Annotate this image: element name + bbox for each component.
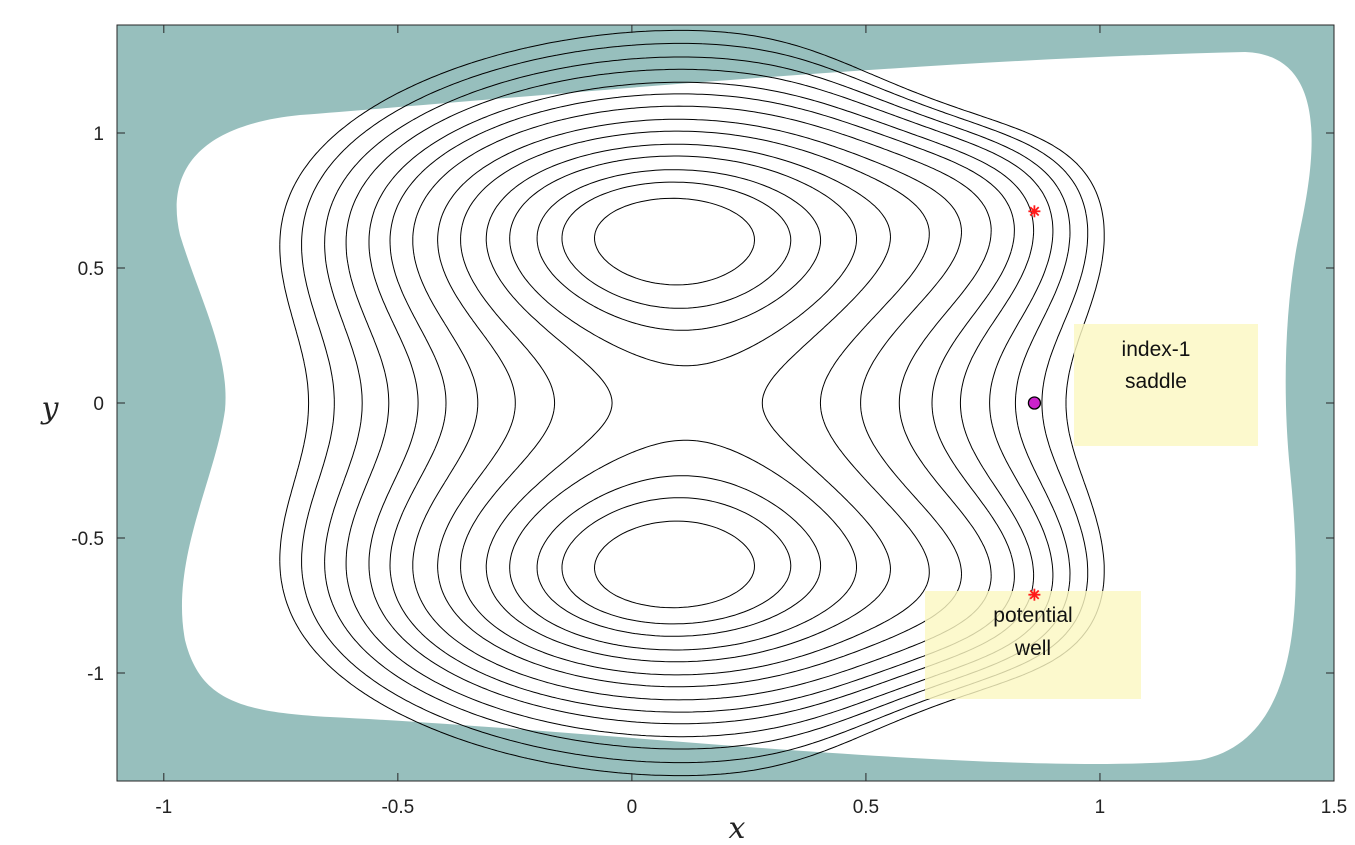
x-tick-label: 0 bbox=[627, 797, 638, 818]
minimum-marker-stroke bbox=[1029, 589, 1040, 600]
saddle-marker bbox=[1027, 396, 1042, 410]
x-tick-label: 0.5 bbox=[853, 797, 879, 818]
y-tick-label: 1 bbox=[93, 124, 104, 145]
contour-line-9 bbox=[460, 130, 930, 676]
x-axis-label: x bbox=[729, 811, 746, 845]
y-tick-label: -0.5 bbox=[71, 529, 104, 550]
x-tick-label: -0.5 bbox=[381, 797, 414, 818]
axis-ticks: -1 -0.5 0 0.5 1 1.5 -1 -0.5 0 0.5 1 bbox=[71, 25, 1347, 818]
annotation-saddle-line-1: index-1 bbox=[1122, 338, 1191, 361]
contour-line-10 bbox=[437, 118, 962, 688]
contour-line-4 bbox=[594, 197, 755, 609]
annotation-saddle: index-1 saddle bbox=[1074, 324, 1258, 446]
y-tick-label: 0 bbox=[93, 394, 104, 415]
minimum-marker-2 bbox=[1028, 588, 1041, 601]
annotation-well: potential well bbox=[925, 591, 1141, 699]
minimum-marker-1 bbox=[1028, 205, 1041, 218]
contour-line-13 bbox=[368, 81, 1035, 725]
annotation-saddle-line-2: saddle bbox=[1125, 370, 1187, 393]
y-axis-label: y bbox=[40, 391, 60, 426]
annotation-well-line-1: potential bbox=[993, 604, 1072, 627]
x-tick-label: 1 bbox=[1095, 797, 1106, 818]
contour-lines bbox=[279, 29, 1105, 777]
contour-line-8 bbox=[485, 143, 891, 663]
annotation-saddle-box bbox=[1074, 324, 1258, 446]
y-tick-label: -1 bbox=[87, 664, 104, 685]
y-tick-label: 0.5 bbox=[78, 259, 104, 280]
contour-line-7 bbox=[509, 155, 857, 651]
contour-line-5 bbox=[561, 181, 792, 625]
minimum-marker-stroke bbox=[1029, 206, 1040, 217]
annotation-well-line-2: well bbox=[1014, 637, 1051, 660]
annotation-well-box bbox=[925, 591, 1141, 699]
accessible-region bbox=[176, 52, 1312, 764]
contour-line-6 bbox=[536, 169, 822, 637]
critical-points bbox=[1027, 205, 1042, 601]
x-tick-label: -1 bbox=[155, 797, 172, 818]
x-tick-label: 1.5 bbox=[1321, 797, 1347, 818]
